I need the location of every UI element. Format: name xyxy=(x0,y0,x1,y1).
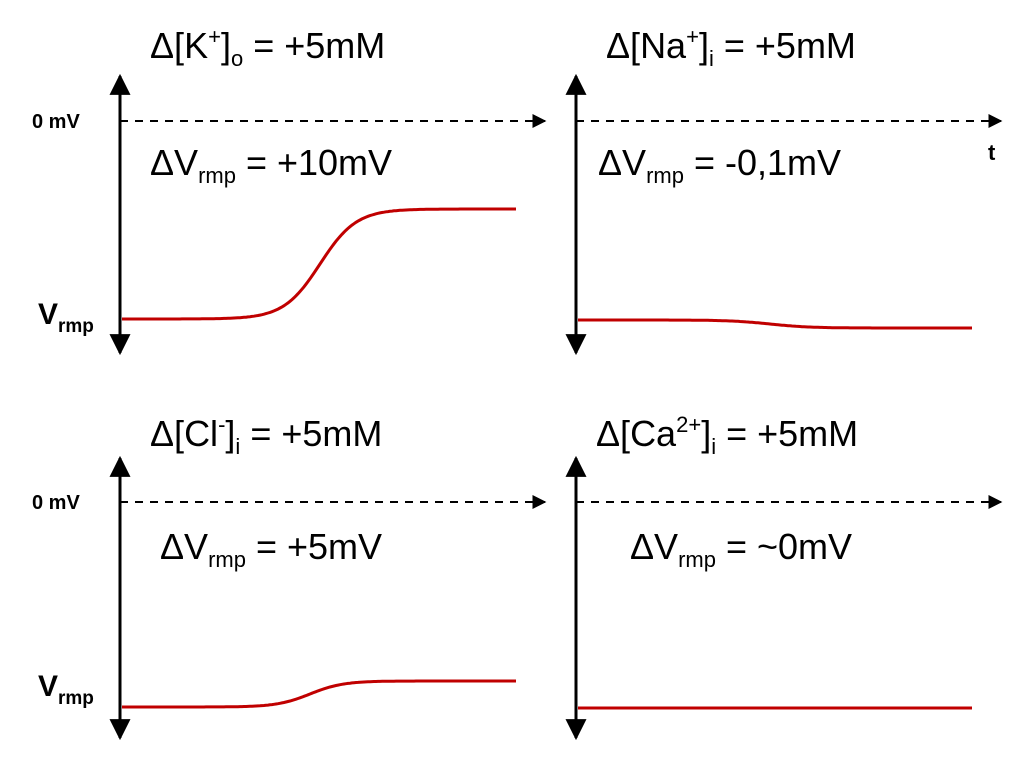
panel-na-in xyxy=(565,73,1003,356)
potential-trace xyxy=(122,679,516,709)
time-axis-label: t xyxy=(988,140,996,165)
concentration-change-label: Δ[Cl-]i = +5mM xyxy=(150,412,383,459)
potential-trace xyxy=(122,207,516,321)
panel-cl-in xyxy=(109,455,547,741)
zero-mv-label: 0 mV xyxy=(32,492,80,514)
potential-change-label: ΔVrmp = +10mV xyxy=(150,142,393,188)
panel-ca-in xyxy=(565,455,1003,741)
concentration-change-label: Δ[Ca2+]i = +5mM xyxy=(596,412,859,459)
potential-change-label: ΔVrmp = +5mV xyxy=(160,526,383,572)
vrmp-label: Vrmp xyxy=(38,298,94,337)
panel-k-out xyxy=(109,73,547,356)
potential-change-label: ΔVrmp = -0,1mV xyxy=(598,142,842,188)
potential-change-label: ΔVrmp = ~0mV xyxy=(630,526,853,572)
vrmp-label: Vrmp xyxy=(38,670,94,709)
concentration-change-label: Δ[Na+]i = +5mM xyxy=(606,24,856,71)
potential-trace xyxy=(578,318,972,330)
zero-mv-label: 0 mV xyxy=(32,111,80,133)
concentration-change-label: Δ[K+]o = +5mM xyxy=(150,24,386,71)
